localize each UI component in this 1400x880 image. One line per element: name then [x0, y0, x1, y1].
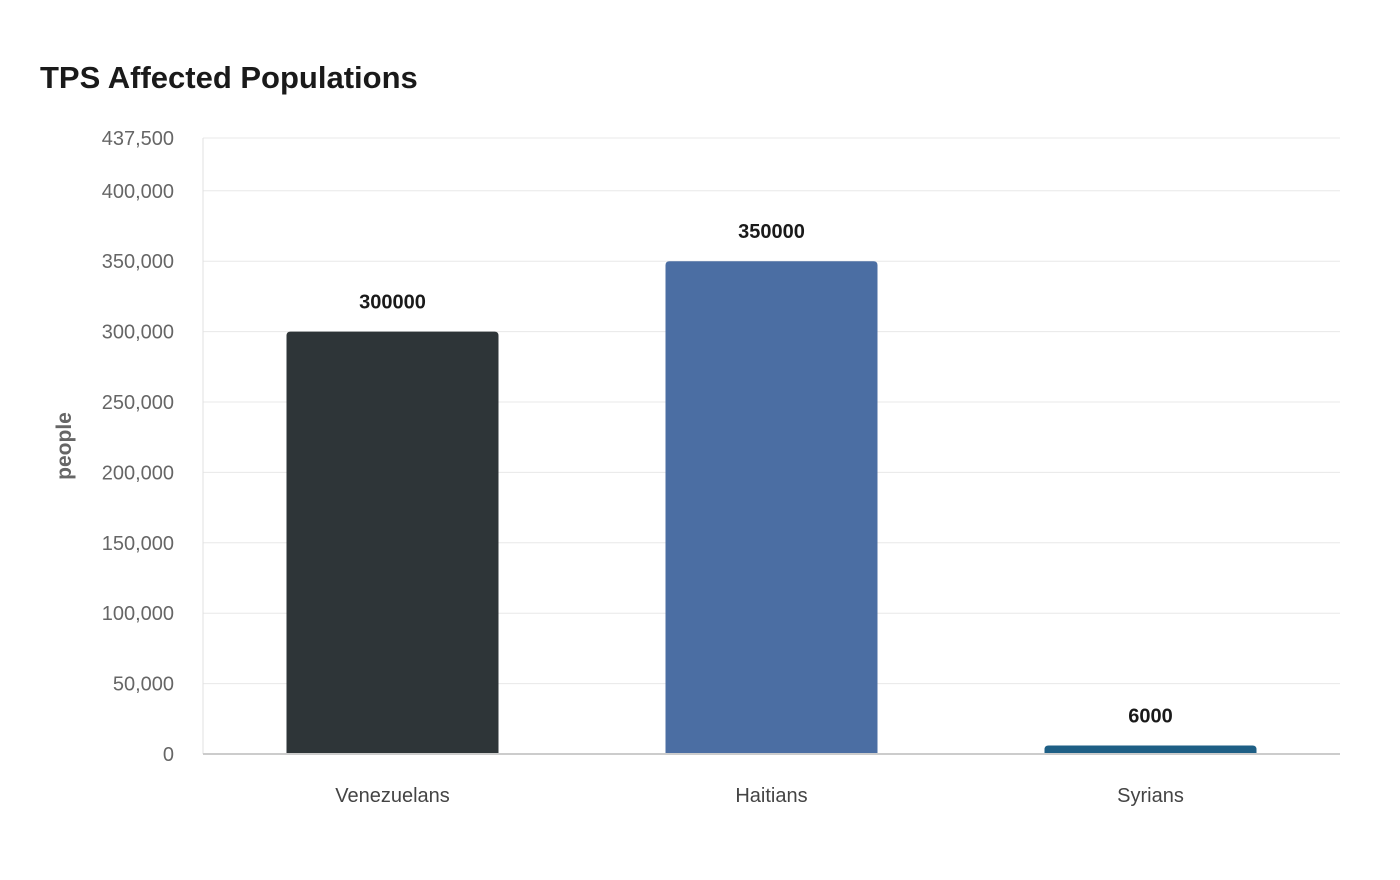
x-category-label: Syrians [1117, 785, 1184, 807]
y-tick-label: 350,000 [102, 251, 174, 273]
y-tick-label: 0 [163, 744, 174, 766]
y-tick-label: 300,000 [102, 322, 174, 344]
y-tick-label: 400,000 [102, 181, 174, 203]
data-label-syrians: 6000 [1128, 706, 1173, 728]
y-tick-label: 150,000 [102, 533, 174, 555]
bars [286, 261, 1257, 754]
y-tick-label: 100,000 [102, 603, 174, 625]
y-tick-label: 437,500 [102, 128, 174, 150]
data-label-haitians: 350000 [738, 221, 805, 243]
data-label-venezuelans: 300000 [359, 292, 426, 314]
y-axis-title: people [53, 412, 76, 480]
x-category-label: Venezuelans [335, 785, 450, 807]
y-tick-label: 200,000 [102, 462, 174, 484]
chart-title: TPS Affected Populations [40, 60, 418, 95]
y-axis-ticks: 0 50,000 100,000 150,000 200,000 250,000 300,0… [102, 128, 174, 766]
y-tick-label: 50,000 [113, 674, 174, 696]
data-labels: 300000 350000 6000 [359, 221, 1173, 727]
bar-syrians[interactable] [1044, 745, 1257, 754]
y-tick-label: 250,000 [102, 392, 174, 414]
x-category-label: Haitians [735, 785, 807, 807]
bar-venezuelans[interactable] [286, 331, 499, 754]
x-axis-categories: Venezuelans Haitians Syrians [335, 785, 1184, 807]
bar-haitians[interactable] [665, 261, 878, 754]
